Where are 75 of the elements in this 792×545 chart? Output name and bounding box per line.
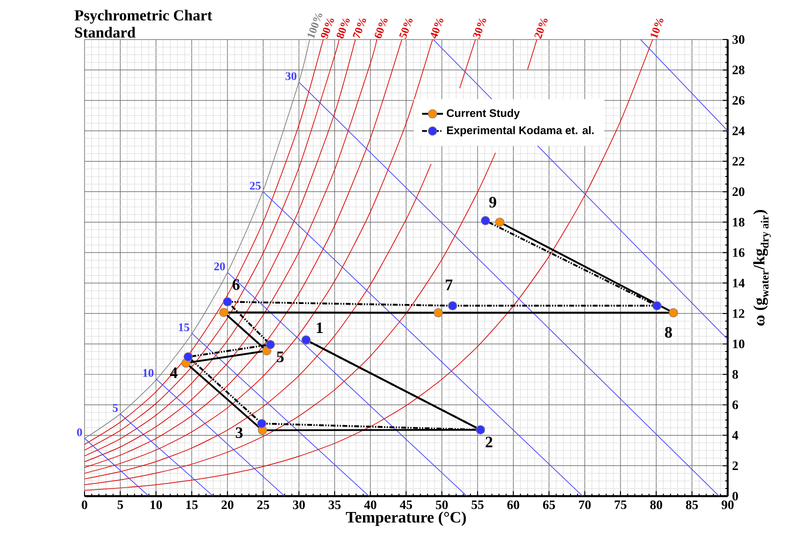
x-tick-label: 15	[186, 500, 198, 510]
x-axis-title: Temperature (°C)	[346, 512, 466, 526]
y-axis-title: $\text{ω (g}_{\text{water}}\text{/kg}_{\text{dry air}}\text{)}$	[753, 210, 771, 326]
x-tick-label: 90	[722, 500, 734, 510]
x-tick-label: 75	[614, 500, 626, 510]
annotation: 8	[665, 327, 672, 338]
point	[448, 301, 458, 310]
point	[222, 297, 232, 306]
point	[652, 301, 662, 310]
text: 20%	[534, 18, 548, 39]
text: 90%	[320, 18, 334, 39]
x-tick-label: 45	[400, 500, 412, 510]
x-tick-label: 80	[650, 500, 662, 510]
annotation: 1	[316, 322, 323, 334]
annotation: 7	[446, 280, 452, 290]
text: 40%	[430, 18, 444, 39]
x-tick-label: 85	[686, 500, 698, 510]
line-series	[84, 39, 654, 491]
text: 70%	[352, 18, 366, 38]
chart-title: Psychrometric Chart	[74, 10, 212, 24]
series-label: 30	[286, 72, 296, 80]
y-tick-label: 30	[732, 35, 744, 44]
y-tick-label: 20	[732, 187, 744, 196]
annotation: 9	[489, 196, 496, 208]
y-tick-label: 6	[732, 400, 738, 410]
y-tick-label: 12	[733, 309, 744, 318]
point	[495, 218, 504, 227]
y-tick-label: 8	[732, 370, 738, 379]
point	[668, 308, 678, 318]
text: 80%	[336, 18, 350, 39]
annotation: 2	[486, 436, 492, 448]
series-label: 20	[214, 262, 225, 270]
x-tick-label: 60	[507, 500, 520, 510]
y-tick-label: 22	[732, 157, 744, 166]
x-tick-label: 5	[118, 500, 124, 510]
chart-subtitle: Standard	[75, 26, 136, 38]
y-tick-label: 18	[733, 218, 744, 227]
x-tick-label: 30	[292, 500, 305, 510]
x-tick-label: 20	[222, 500, 234, 510]
x-tick-label: 50	[436, 500, 448, 510]
series-label: 0	[77, 428, 82, 436]
y-tick-label: 0	[732, 492, 738, 501]
x-tick-label: 40	[364, 500, 376, 510]
y-tick-label: 16	[733, 248, 744, 258]
x-tick-label: 55	[472, 500, 484, 510]
y-tick-label: 2	[732, 462, 738, 470]
text: 50%	[399, 18, 413, 39]
x-tick-label: 0	[82, 500, 88, 510]
series-label: 25	[250, 182, 261, 190]
point	[434, 308, 443, 318]
point	[266, 340, 275, 350]
point	[219, 308, 228, 318]
x-tick-label: 65	[543, 500, 555, 510]
legend-label: Current Study	[446, 108, 520, 120]
text: 100%	[308, 13, 322, 39]
series-label: 5	[112, 404, 118, 412]
point	[480, 216, 490, 226]
x-tick-label: 35	[328, 500, 341, 510]
y-tick-label: 24	[732, 126, 745, 136]
x-tick-label: 70	[579, 500, 591, 510]
x-tick-label: 10	[150, 500, 162, 510]
legend-label: Experimental Kodama et. al.	[447, 126, 594, 136]
point	[184, 352, 193, 362]
x-tick-label: 25	[257, 500, 270, 510]
y-tick-label: 14	[733, 278, 745, 288]
annotation: 6	[232, 279, 240, 290]
series-label: 15	[178, 323, 190, 332]
text: 30%	[472, 18, 486, 39]
y-tick-label: 26	[732, 96, 744, 105]
text: 60%	[374, 18, 388, 38]
text: 10%	[650, 18, 664, 39]
y-tick-label: 4	[732, 431, 738, 440]
y-tick-label: 28	[732, 66, 744, 74]
y-tick-label: 10	[733, 340, 744, 348]
point	[257, 419, 266, 428]
